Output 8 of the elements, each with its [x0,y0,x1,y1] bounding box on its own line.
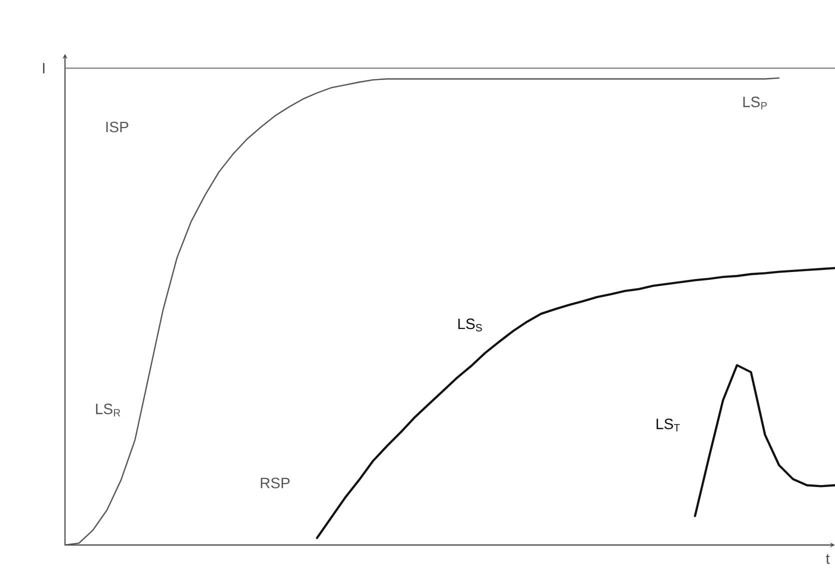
ref-line-label: I [43,63,44,74]
text: LS$_{T}$ [656,418,680,432]
series-label: LS$_{S}$ [458,318,482,332]
annotation: RSP [260,478,290,488]
annotation: ISP [106,122,128,132]
annotation: LS$_{R}$ [96,404,120,416]
x-axis-title: t [826,554,830,564]
series-label: LS$_{P}$ [743,96,767,110]
